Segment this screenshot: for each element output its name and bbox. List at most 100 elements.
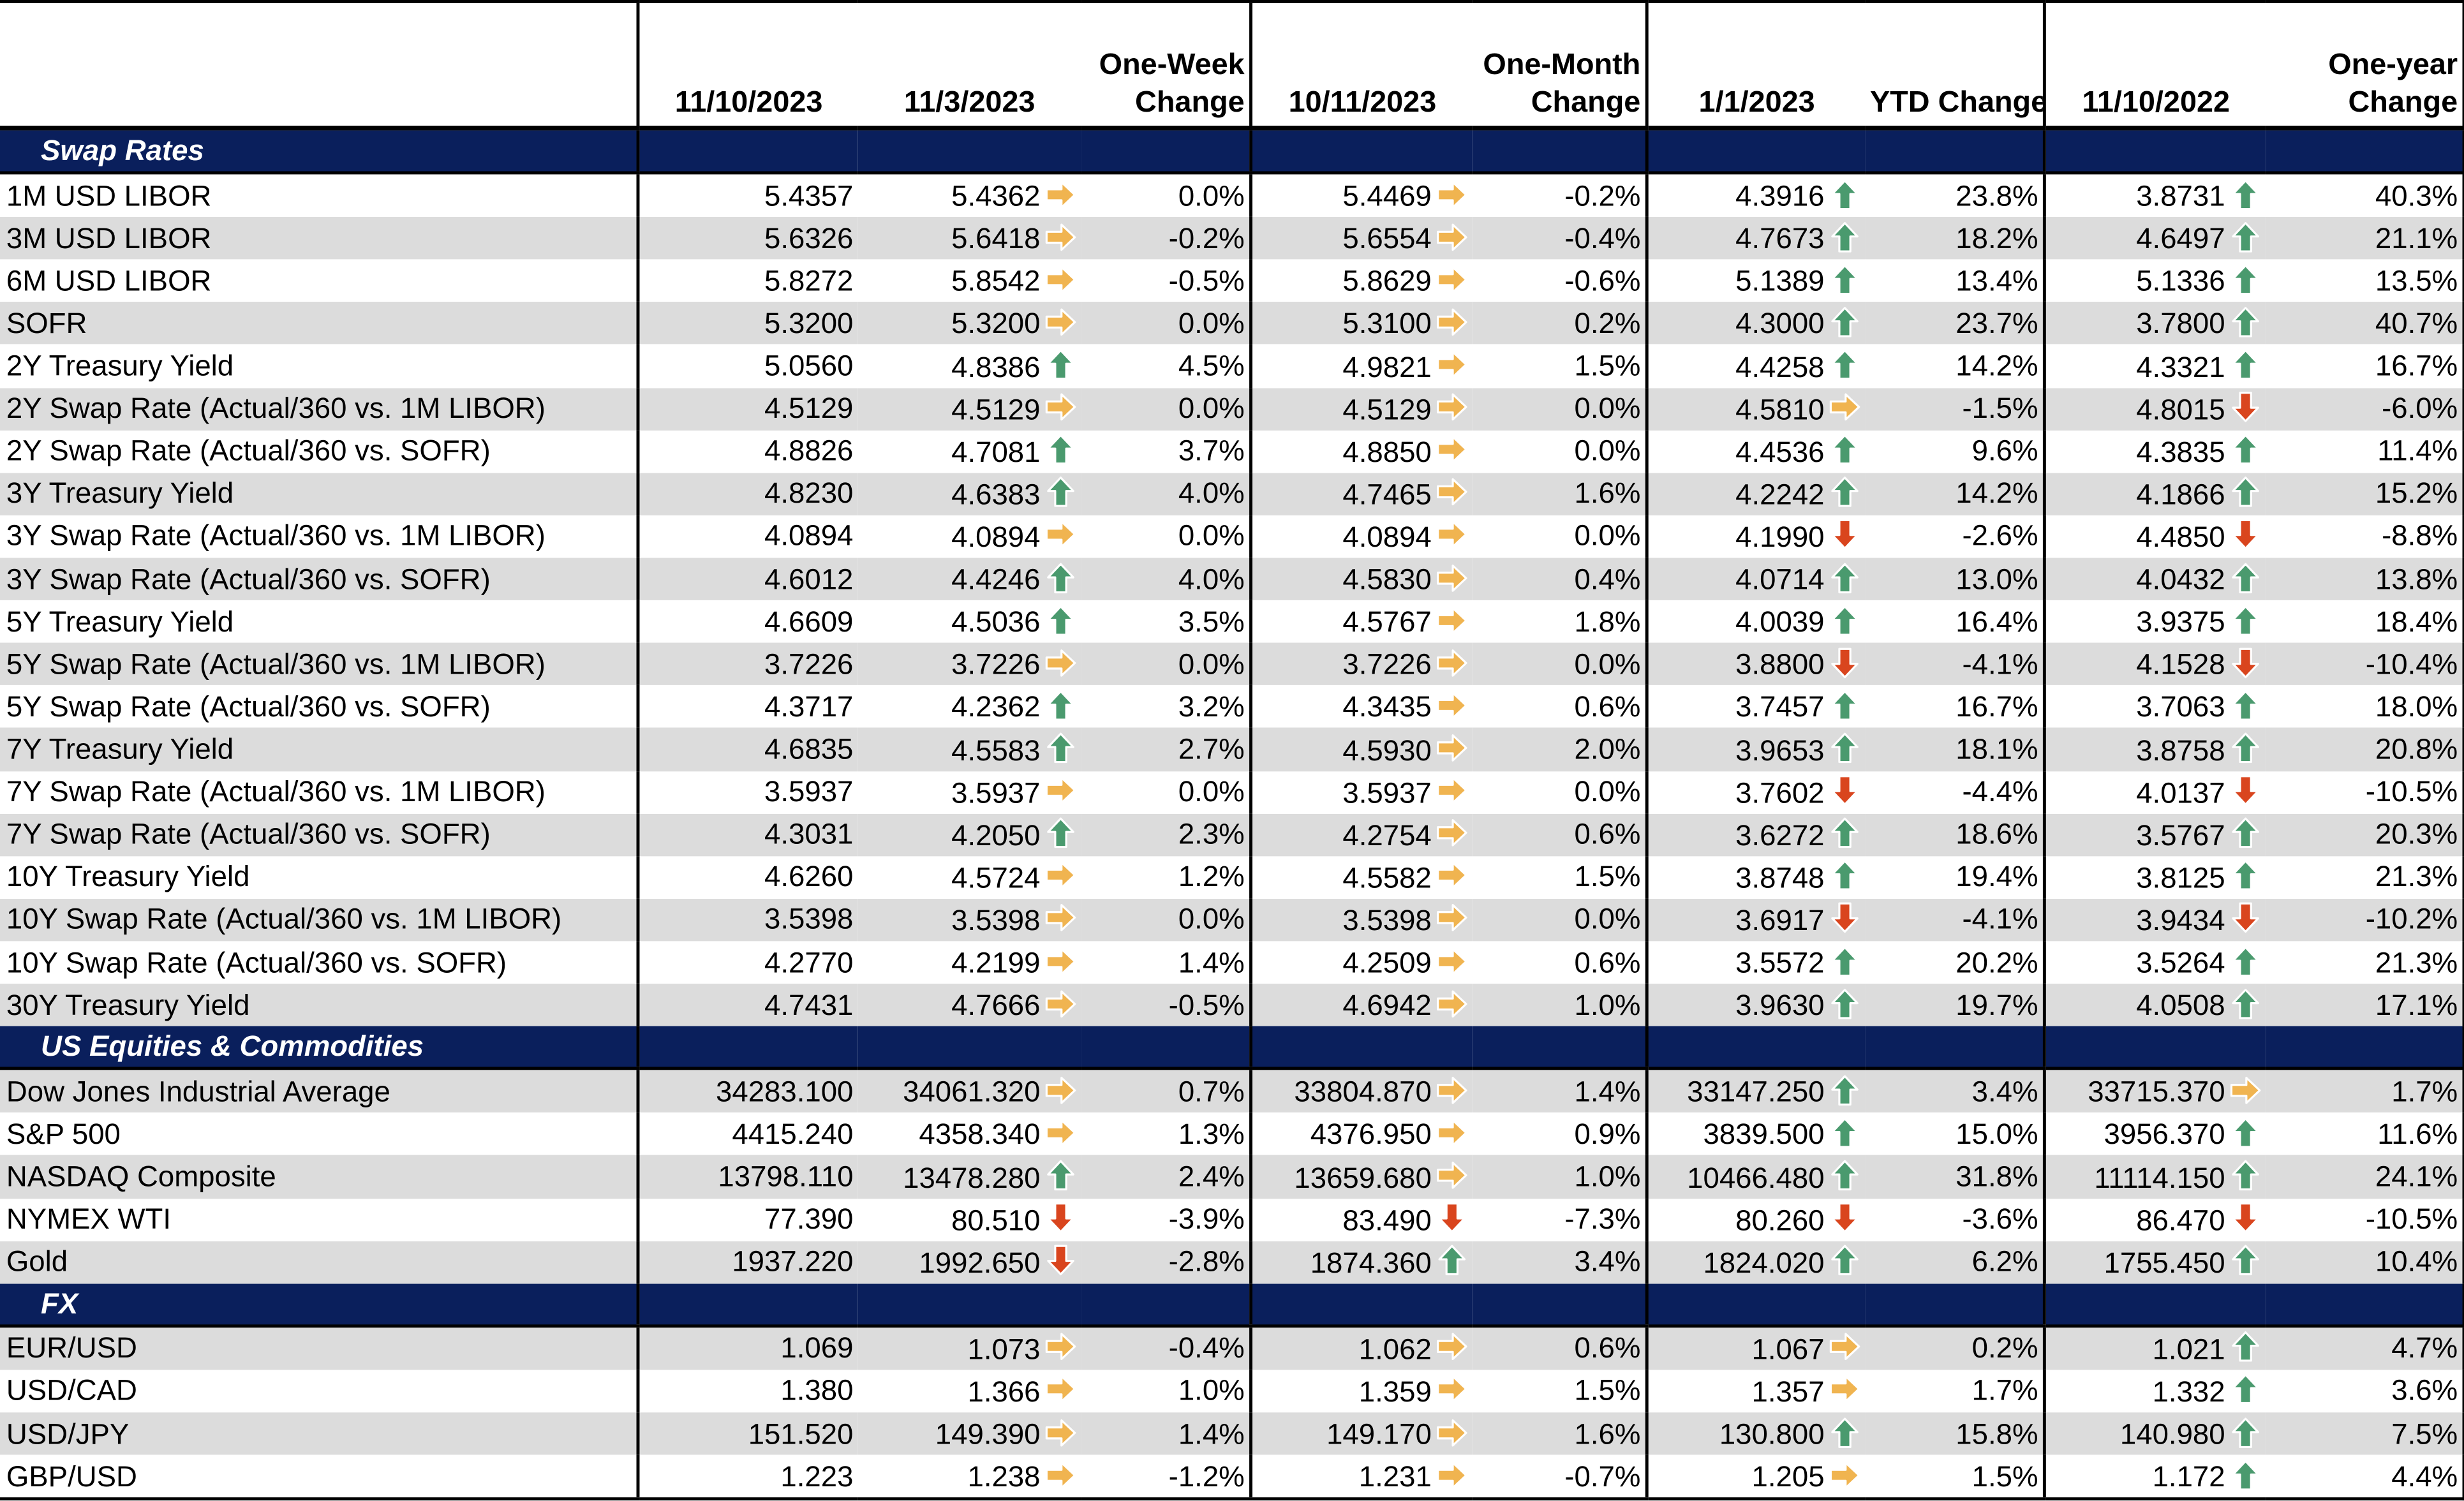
green-up-arrow-icon: [1047, 434, 1074, 465]
week-ago-value: 4.2050: [857, 813, 1081, 856]
yellow-right-arrow-icon: [1045, 905, 1076, 932]
ytd-start-value-value: 4.0039: [1735, 605, 1825, 639]
year-ago-value-value: 1755.450: [2104, 1245, 2225, 1279]
yellow-right-arrow-icon: [1045, 1333, 1076, 1361]
header-date-week: 11/3/2023: [857, 0, 1081, 131]
week-ago-value-value: 4.7081: [951, 434, 1041, 468]
section-filler-cell: [1472, 1026, 1647, 1070]
year-ago-value: 1.172: [2042, 1454, 2266, 1501]
yellow-right-arrow-icon: [1045, 223, 1076, 251]
ytd-start-value: 4.5810: [1645, 387, 1866, 431]
month-ago-value: 4.7465: [1249, 472, 1473, 515]
month-change: 1.0%: [1472, 1155, 1647, 1199]
week-ago-value: 1992.650: [857, 1240, 1081, 1283]
month-ago-value: 4.2754: [1249, 813, 1473, 856]
ytd-start-value: 4.0039: [1645, 600, 1866, 643]
year-ago-value: 140.980: [2042, 1412, 2266, 1455]
row-label: 2Y Swap Rate (Actual/360 vs. 1M LIBOR): [0, 387, 638, 431]
green-up-arrow-icon: [2232, 1460, 2259, 1490]
week-change: 3.2%: [1178, 689, 1245, 723]
current-value: 4.5129: [636, 387, 858, 431]
week-change: 1.3%: [1178, 1116, 1245, 1150]
table-row: 10Y Swap Rate (Actual/360 vs. SOFR) 4.277…: [0, 941, 2464, 984]
month-change: 1.6%: [1472, 1412, 1647, 1455]
month-ago-value-value: 5.6554: [1342, 221, 1432, 255]
green-up-arrow-icon: [1047, 732, 1074, 764]
year-change: 15.2%: [2266, 472, 2464, 515]
week-ago-value: 4.5036: [858, 600, 1081, 643]
ytd-start-value-value: 4.2242: [1735, 477, 1825, 511]
month-change: -0.4%: [1472, 217, 1647, 260]
year-ago-value-value: 3.7063: [2136, 690, 2225, 724]
week-ago-value-value: 1992.650: [919, 1245, 1041, 1279]
table-row: NASDAQ Composite 13798.110 13478.280 2.4% 13…: [0, 1155, 2464, 1199]
red-down-arrow-icon: [1831, 519, 1859, 551]
year-change: 13.5%: [2266, 259, 2464, 302]
year-ago-value-value: 3.7800: [2136, 307, 2225, 341]
green-up-arrow-icon: [2232, 732, 2259, 764]
red-down-arrow-icon: [1831, 903, 1859, 934]
week-ago-value-value: 3.5937: [951, 775, 1041, 809]
year-ago-value: 4.3835: [2042, 430, 2266, 473]
week-ago-value: 4.5583: [857, 728, 1081, 771]
month-change: 0.0%: [1574, 774, 1641, 808]
ytd-start-value-value: 1.067: [1751, 1332, 1825, 1365]
ytd-start-value: 4.7673: [1645, 217, 1866, 260]
week-ago-value: 4.5724: [858, 856, 1081, 899]
ytd-start-value-value: 3.6272: [1735, 818, 1825, 852]
yellow-right-arrow-icon: [1437, 1418, 1467, 1446]
yellow-right-arrow-icon: [1829, 1461, 1860, 1489]
header-date-month: 10/11/2023: [1249, 0, 1473, 131]
year-change: 4.4%: [2266, 1454, 2464, 1501]
ytd-start-value-value: 1.357: [1751, 1375, 1825, 1408]
month-ago-value: 33804.870: [1249, 1068, 1473, 1113]
ytd-start-value: 4.3000: [1645, 302, 1866, 345]
ytd-start-value: 4.2242: [1645, 472, 1866, 515]
row-label: EUR/USD: [0, 1326, 638, 1370]
header-date-ytd: 1/1/2023: [1645, 0, 1866, 131]
week-change: -0.4%: [1081, 1326, 1251, 1370]
ytd-change: 23.8%: [1956, 178, 2038, 212]
week-ago-value-value: 5.4362: [951, 179, 1041, 212]
table-row: 6M USD LIBOR 5.8272 5.8542 -0.5% 5.8629 -0.6%…: [0, 259, 2464, 302]
year-ago-value-value: 86.470: [2136, 1202, 2225, 1236]
yellow-right-arrow-icon: [1437, 1119, 1467, 1146]
green-up-arrow-icon: [2232, 1417, 2259, 1447]
green-up-arrow-icon: [1831, 1160, 1859, 1191]
week-ago-value-value: 80.510: [951, 1202, 1041, 1236]
week-ago-value: 1.238: [857, 1454, 1081, 1501]
ytd-start-value-value: 5.1389: [1735, 264, 1825, 298]
yellow-right-arrow-icon: [1045, 862, 1076, 890]
green-up-arrow-icon: [1831, 1075, 1859, 1105]
week-ago-value-value: 3.5398: [951, 903, 1041, 936]
green-up-arrow-icon: [1831, 818, 1859, 848]
year-ago-value: 4.0432: [2042, 558, 2266, 601]
year-ago-value: 4.6497: [2042, 217, 2266, 260]
month-change: 1.0%: [1472, 984, 1647, 1026]
month-change: 0.0%: [1472, 898, 1647, 942]
month-change: 0.0%: [1574, 434, 1641, 468]
current-value: 4.0894: [636, 515, 858, 558]
month-ago-value: 3.5398: [1249, 898, 1473, 942]
ytd-start-value-value: 130.800: [1719, 1417, 1825, 1451]
week-change: 4.0%: [1081, 472, 1251, 515]
green-up-arrow-icon: [2232, 945, 2259, 977]
current-value: 4.3031: [636, 813, 858, 856]
year-ago-value: 3.8731: [2042, 172, 2266, 218]
row-label: SOFR: [0, 302, 638, 345]
year-ago-value: 11114.150: [2042, 1155, 2266, 1199]
green-up-arrow-icon: [1831, 690, 1859, 721]
current-value: 13798.110: [636, 1155, 858, 1199]
table-row: 7Y Treasury Yield 4.6835 4.5583 2.7% 4.5930 2…: [0, 728, 2464, 771]
row-label: 3Y Treasury Yield: [0, 472, 638, 515]
month-ago-value-value: 4.2509: [1342, 945, 1432, 979]
current-value: 5.4357: [636, 172, 858, 218]
green-up-arrow-icon: [2232, 264, 2259, 295]
week-ago-value-value: 149.390: [935, 1417, 1041, 1451]
month-ago-value-value: 149.170: [1326, 1417, 1432, 1451]
ytd-change: 20.2%: [1956, 945, 2038, 979]
month-ago-value: 5.6554: [1249, 217, 1473, 260]
yellow-right-arrow-icon: [1437, 1162, 1467, 1189]
